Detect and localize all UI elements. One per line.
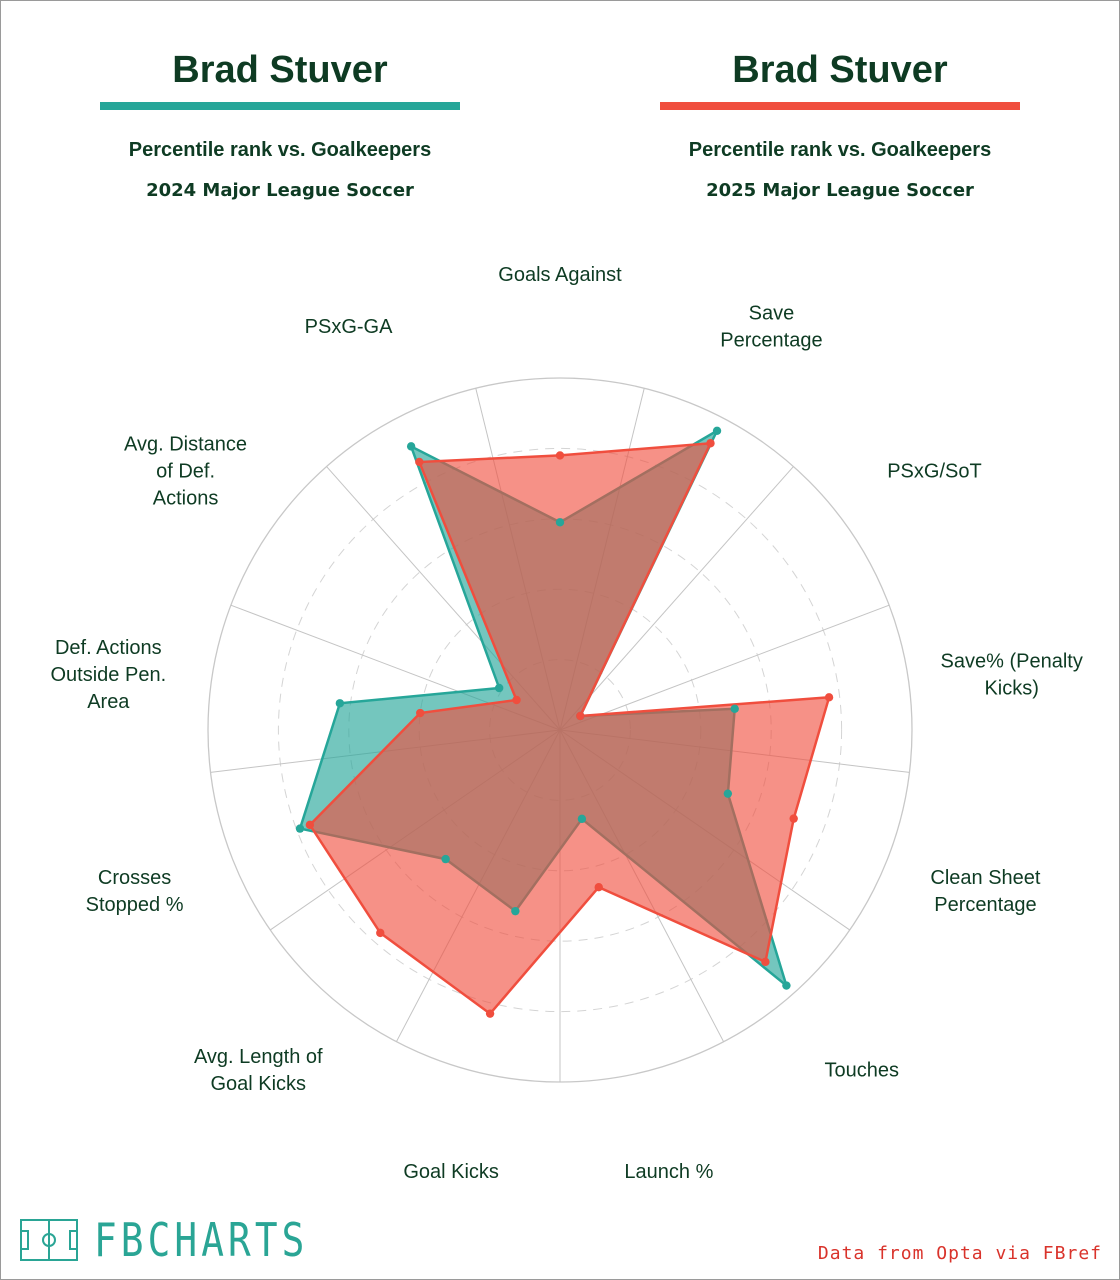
axis-label-12: Avg. Distance of Def. Actions xyxy=(124,434,247,510)
data-point-s1-8 xyxy=(511,906,520,916)
grid-ring-80 xyxy=(277,447,843,1013)
logo-text: FBCHARTS xyxy=(94,1213,309,1267)
header-left: Brad Stuver Percentile rank vs. Goalkeep… xyxy=(50,48,510,202)
data-point-s2-11 xyxy=(416,708,425,718)
data-point-s2-7 xyxy=(594,883,603,892)
data-point-s2-13 xyxy=(415,457,424,467)
axis-label-4: Save% (Penalty Kicks) xyxy=(941,651,1083,700)
pitch-icon xyxy=(20,1219,78,1261)
data-source: Data from Opta via FBref xyxy=(817,1243,1102,1264)
data-point-s1-9 xyxy=(441,854,450,864)
data-point-s1-10 xyxy=(295,824,305,833)
subtitle-right: Percentile rank vs. Goalkeepers xyxy=(688,139,992,161)
accent-bar-right xyxy=(660,102,1020,110)
axis-label-8: Goal Kicks xyxy=(403,1161,499,1183)
axis-label-9: Avg. Length of Goal Kicks xyxy=(194,1046,323,1095)
data-point-s1-6 xyxy=(782,981,791,990)
data-point-s2-5 xyxy=(789,814,798,823)
accent-bar-left xyxy=(100,102,460,110)
competition-right: 2025 Major League Soccer xyxy=(706,180,974,201)
data-point-s2-6 xyxy=(761,957,770,967)
data-point-s1-4 xyxy=(730,704,739,713)
data-point-s2-10 xyxy=(305,820,315,830)
data-point-s1-13 xyxy=(406,442,416,451)
data-point-s1-11 xyxy=(335,699,345,708)
data-point-s1-7 xyxy=(577,814,587,824)
fbcharts-logo: FBCHARTS xyxy=(20,1216,356,1264)
data-point-s1-1 xyxy=(555,518,565,527)
axis-label-2: Save Percentage xyxy=(720,303,822,352)
series-area-2 xyxy=(308,441,831,1016)
axis-label-3: PSxG/SoT xyxy=(887,461,981,483)
grid-spoke-2 xyxy=(559,466,794,731)
data-point-s2-9 xyxy=(376,928,385,938)
data-point-s2-4 xyxy=(824,693,834,702)
data-point-s2-1 xyxy=(555,451,565,460)
data-point-s1-12 xyxy=(494,683,504,693)
axis-label-1: Goals Against xyxy=(498,264,622,286)
competition-left: 2024 Major League Soccer xyxy=(146,180,414,201)
axis-label-11: Def. Actions Outside Pen. Area xyxy=(51,637,167,713)
player-name-left: Brad Stuver xyxy=(172,49,388,91)
data-point-s2-8 xyxy=(485,1009,495,1018)
data-point-s2-2 xyxy=(706,439,715,448)
data-point-s1-2 xyxy=(712,426,722,435)
subtitle-left: Percentile rank vs. Goalkeepers xyxy=(128,139,432,161)
axis-label-5: Clean Sheet Percentage xyxy=(930,867,1041,916)
header-right: Brad Stuver Percentile rank vs. Goalkeep… xyxy=(610,48,1070,202)
data-point-s2-12 xyxy=(512,695,521,705)
axis-label-10: Crosses Stopped % xyxy=(86,867,184,916)
data-point-s2-3 xyxy=(576,711,585,721)
data-point-s1-5 xyxy=(723,789,733,798)
axis-label-7: Launch % xyxy=(624,1161,713,1183)
grid-spoke-3 xyxy=(559,604,890,731)
axis-label-6: Touches xyxy=(824,1060,899,1082)
player-name-right: Brad Stuver xyxy=(732,49,948,91)
axis-label-13: PSxG-GA xyxy=(305,316,393,338)
